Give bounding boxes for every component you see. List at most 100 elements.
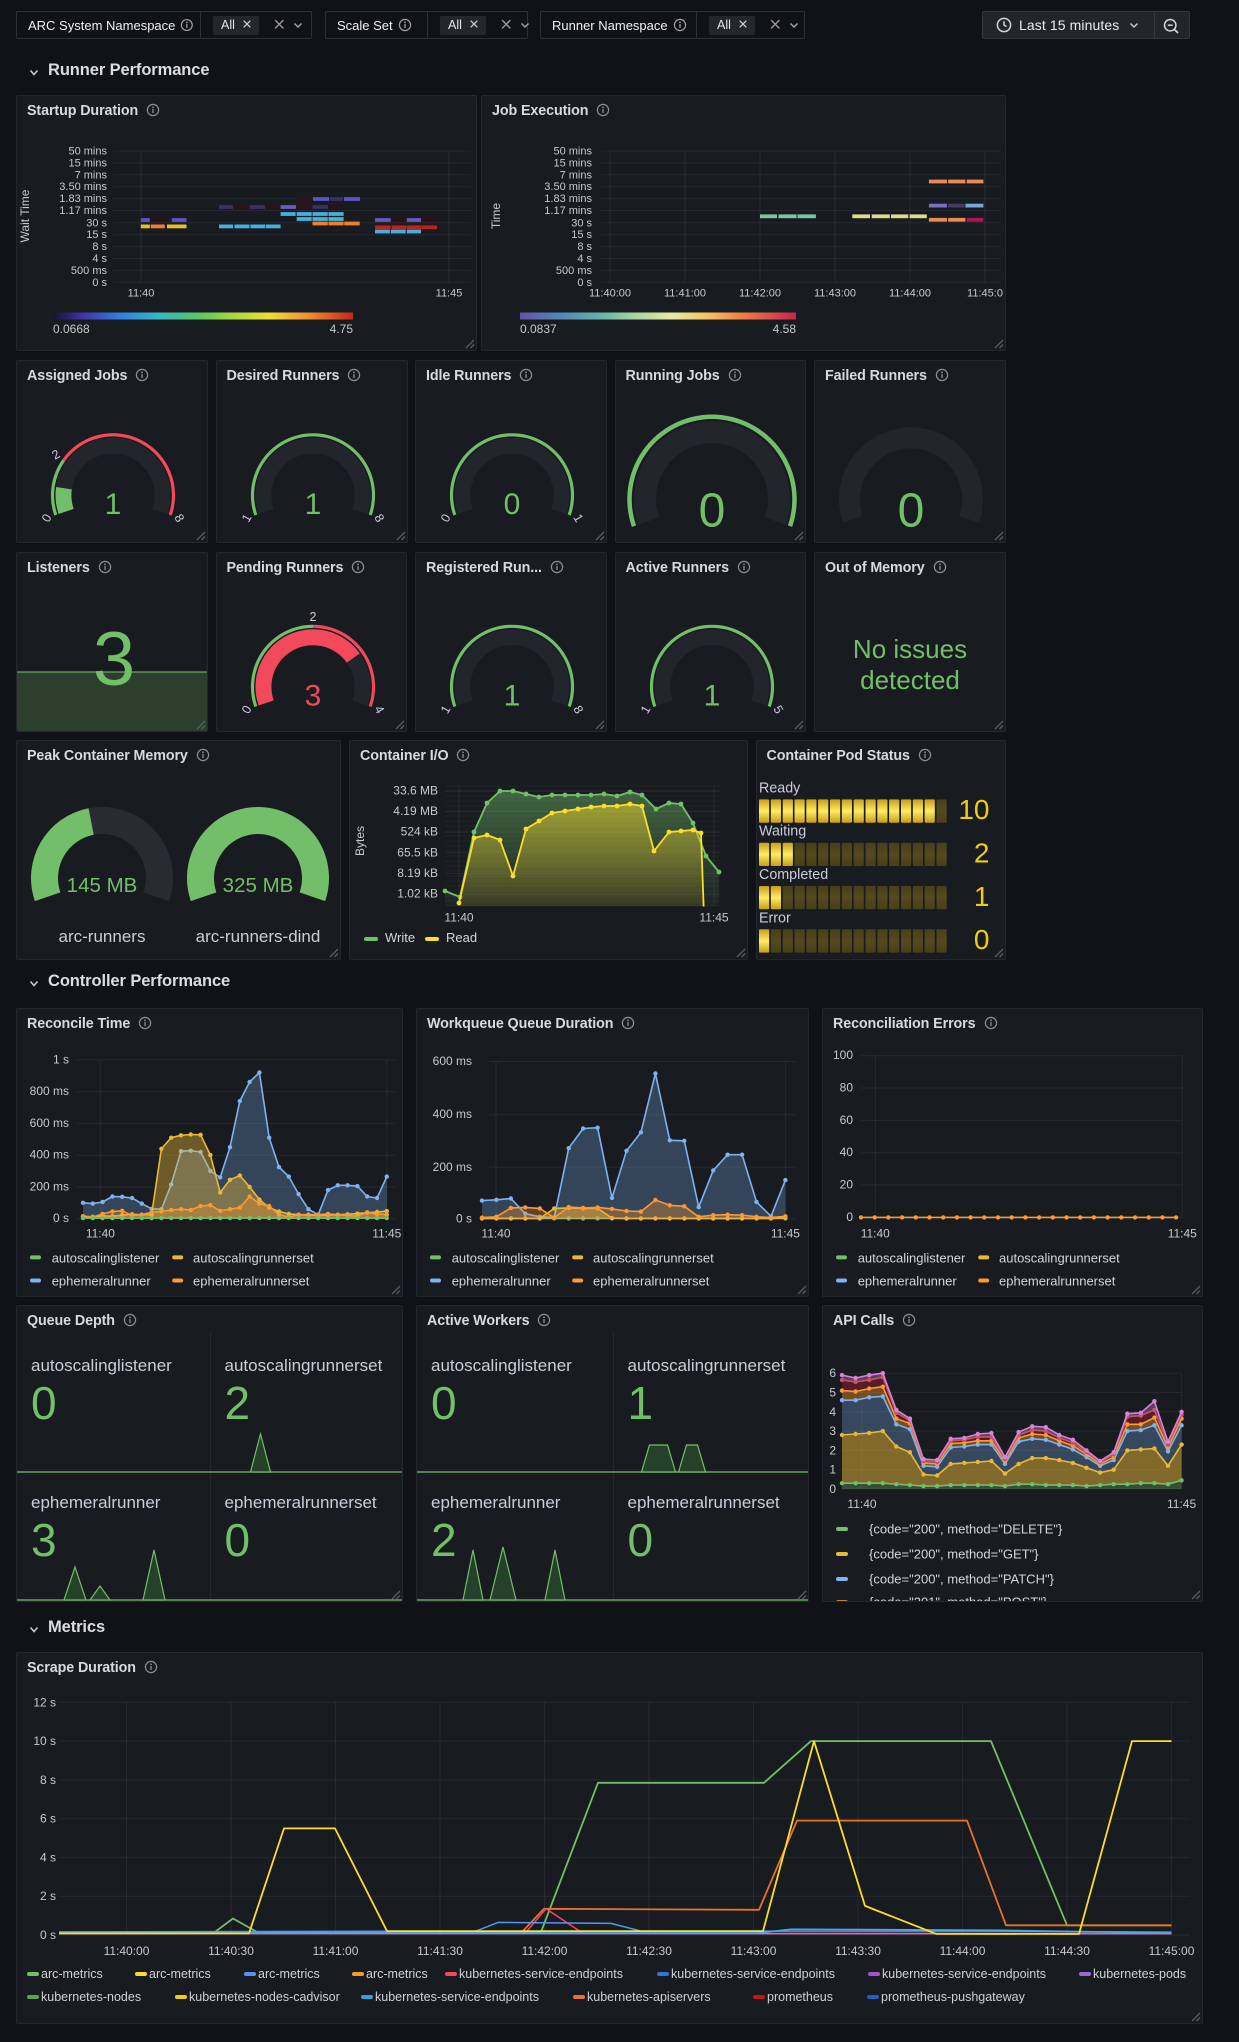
svg-text:autoscalinglistener: autoscalinglistener xyxy=(52,1250,160,1265)
svg-text:0: 0 xyxy=(431,1377,457,1429)
svg-text:1: 1 xyxy=(238,512,254,525)
svg-text:5: 5 xyxy=(829,1386,836,1400)
svg-text:Wait Time: Wait Time xyxy=(18,189,32,242)
svg-text:ephemeralrunner: ephemeralrunner xyxy=(52,1274,152,1289)
svg-text:prometheus-pushgateway: prometheus-pushgateway xyxy=(881,1990,1026,2004)
svg-text:600 ms: 600 ms xyxy=(433,1054,472,1068)
svg-text:11:43:00: 11:43:00 xyxy=(731,1944,777,1958)
svg-text:1.83 mins: 1.83 mins xyxy=(59,193,107,205)
svg-text:ephemeralrunner: ephemeralrunner xyxy=(858,1274,958,1289)
svg-text:kubernetes-nodes: kubernetes-nodes xyxy=(41,1990,141,2004)
svg-text:Time: Time xyxy=(489,203,503,230)
svg-text:4 s: 4 s xyxy=(92,253,107,265)
svg-text:2: 2 xyxy=(309,610,316,624)
svg-text:15 mins: 15 mins xyxy=(68,157,107,169)
svg-text:autoscalingrunnerset: autoscalingrunnerset xyxy=(628,1356,786,1375)
svg-text:autoscalinglistener: autoscalinglistener xyxy=(431,1356,572,1375)
svg-text:0: 0 xyxy=(846,1210,853,1224)
svg-text:0: 0 xyxy=(238,703,254,716)
svg-text:11:45: 11:45 xyxy=(372,1227,401,1241)
svg-text:500 ms: 500 ms xyxy=(556,265,593,277)
svg-text:1: 1 xyxy=(504,680,521,713)
svg-text:10: 10 xyxy=(958,794,989,825)
svg-text:11:44:30: 11:44:30 xyxy=(1044,1944,1090,1958)
svg-text:1: 1 xyxy=(703,680,720,713)
svg-text:1.83 mins: 1.83 mins xyxy=(544,193,592,205)
svg-text:ephemeralrunnerset: ephemeralrunnerset xyxy=(225,1493,377,1512)
svg-text:kubernetes-apiservers: kubernetes-apiservers xyxy=(587,1990,711,2004)
svg-text:autoscalingrunnerset: autoscalingrunnerset xyxy=(593,1250,714,1265)
svg-text:4 s: 4 s xyxy=(577,253,592,265)
svg-text:6 s: 6 s xyxy=(40,1812,56,1826)
svg-text:11:45: 11:45 xyxy=(771,1227,800,1241)
svg-text:4: 4 xyxy=(829,1405,836,1419)
svg-text:0.0837: 0.0837 xyxy=(520,322,557,336)
svg-text:11:40:00: 11:40:00 xyxy=(589,288,631,300)
svg-text:2 s: 2 s xyxy=(40,1889,56,1903)
svg-text:1 s: 1 s xyxy=(53,1052,69,1066)
svg-text:4.58: 4.58 xyxy=(773,322,797,336)
svg-text:{code="200", method="GET"}: {code="200", method="GET"} xyxy=(869,1547,1039,1562)
svg-text:11:45: 11:45 xyxy=(436,288,463,300)
svg-text:arc-runners-dind: arc-runners-dind xyxy=(196,927,321,946)
svg-text:4 s: 4 s xyxy=(40,1850,56,1864)
svg-text:4.75: 4.75 xyxy=(330,322,354,336)
svg-text:11:44:00: 11:44:00 xyxy=(940,1944,986,1958)
svg-text:0.0668: 0.0668 xyxy=(53,322,90,336)
svg-text:Completed: Completed xyxy=(759,867,828,883)
svg-text:arc-metrics: arc-metrics xyxy=(149,1967,211,1981)
svg-text:Bytes: Bytes xyxy=(353,826,367,856)
svg-text:15 s: 15 s xyxy=(571,229,592,241)
svg-text:autoscalingrunnerset: autoscalingrunnerset xyxy=(193,1250,314,1265)
svg-text:11:40: 11:40 xyxy=(847,1497,876,1511)
svg-text:10 s: 10 s xyxy=(33,1734,56,1748)
svg-text:4.19 MB: 4.19 MB xyxy=(393,804,438,818)
svg-text:0: 0 xyxy=(39,512,55,525)
svg-text:8 s: 8 s xyxy=(577,241,592,253)
svg-text:11:43:30: 11:43:30 xyxy=(835,1944,881,1958)
svg-text:15 mins: 15 mins xyxy=(553,157,592,169)
svg-text:8 s: 8 s xyxy=(40,1773,56,1787)
svg-text:8.19 kB: 8.19 kB xyxy=(397,866,438,880)
svg-text:4: 4 xyxy=(371,703,387,716)
svg-text:11:42:00: 11:42:00 xyxy=(522,1944,568,1958)
svg-text:0: 0 xyxy=(438,512,454,525)
svg-text:1: 1 xyxy=(829,1463,836,1477)
svg-text:800 ms: 800 ms xyxy=(30,1084,69,1098)
svg-text:11:40: 11:40 xyxy=(128,288,155,300)
svg-text:ephemeralrunner: ephemeralrunner xyxy=(452,1274,552,1289)
svg-text:2: 2 xyxy=(829,1443,836,1457)
svg-text:0: 0 xyxy=(225,1514,251,1566)
svg-text:1: 1 xyxy=(438,703,454,716)
svg-text:11:40: 11:40 xyxy=(86,1227,115,1241)
svg-text:kubernetes-service-endpoints: kubernetes-service-endpoints xyxy=(882,1967,1046,1981)
svg-text:400 ms: 400 ms xyxy=(30,1148,69,1162)
svg-text:11:41:30: 11:41:30 xyxy=(417,1944,463,1958)
svg-text:60: 60 xyxy=(840,1113,854,1127)
svg-text:0: 0 xyxy=(973,924,989,955)
svg-text:{code="201", method="POST"}: {code="201", method="POST"} xyxy=(869,1595,1048,1603)
svg-text:0 s: 0 s xyxy=(53,1211,69,1225)
svg-text:2: 2 xyxy=(431,1514,457,1566)
svg-text:3: 3 xyxy=(829,1424,836,1438)
svg-text:11:45: 11:45 xyxy=(1168,1227,1197,1241)
svg-text:ephemeralrunner: ephemeralrunner xyxy=(431,1493,561,1512)
svg-text:50 mins: 50 mins xyxy=(68,146,107,158)
svg-text:Write: Write xyxy=(385,930,415,945)
svg-text:30 s: 30 s xyxy=(86,217,107,229)
svg-text:2: 2 xyxy=(225,1377,251,1429)
svg-text:0: 0 xyxy=(628,1514,654,1566)
svg-text:ephemeralrunnerset: ephemeralrunnerset xyxy=(593,1274,710,1289)
svg-text:autoscalinglistener: autoscalinglistener xyxy=(452,1250,560,1265)
svg-text:11:45: 11:45 xyxy=(1167,1497,1196,1511)
svg-text:prometheus: prometheus xyxy=(767,1990,833,2004)
svg-text:524 kB: 524 kB xyxy=(401,825,438,839)
svg-text:33.6 MB: 33.6 MB xyxy=(393,784,438,798)
svg-text:kubernetes-service-endpoints: kubernetes-service-endpoints xyxy=(459,1967,623,1981)
svg-text:65.5 kB: 65.5 kB xyxy=(397,845,438,859)
svg-text:11:40: 11:40 xyxy=(444,911,473,925)
svg-text:15 s: 15 s xyxy=(86,229,107,241)
svg-text:1: 1 xyxy=(105,488,122,521)
svg-text:3: 3 xyxy=(304,680,321,713)
svg-text:kubernetes-service-endpoints: kubernetes-service-endpoints xyxy=(671,1967,835,1981)
